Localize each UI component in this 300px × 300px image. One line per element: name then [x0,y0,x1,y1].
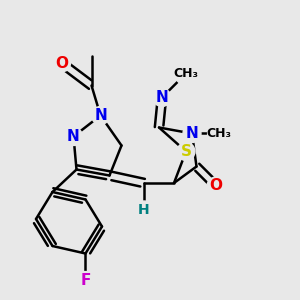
Circle shape [153,88,171,106]
Text: N: N [186,126,198,141]
Text: O: O [209,178,223,194]
Circle shape [135,201,153,219]
Circle shape [207,177,225,195]
Text: N: N [94,108,107,123]
Circle shape [175,62,197,85]
Circle shape [76,272,94,290]
Text: CH₃: CH₃ [173,67,199,80]
Text: F: F [80,273,91,288]
Circle shape [92,106,110,124]
Circle shape [208,122,230,145]
Text: S: S [181,144,191,159]
Circle shape [52,54,70,72]
Text: H: H [138,203,150,217]
Circle shape [183,124,201,142]
Text: O: O [55,56,68,70]
Text: CH₃: CH₃ [206,127,232,140]
Text: N: N [67,129,80,144]
Text: N: N [156,90,168,105]
Circle shape [64,128,82,146]
Circle shape [177,142,195,160]
